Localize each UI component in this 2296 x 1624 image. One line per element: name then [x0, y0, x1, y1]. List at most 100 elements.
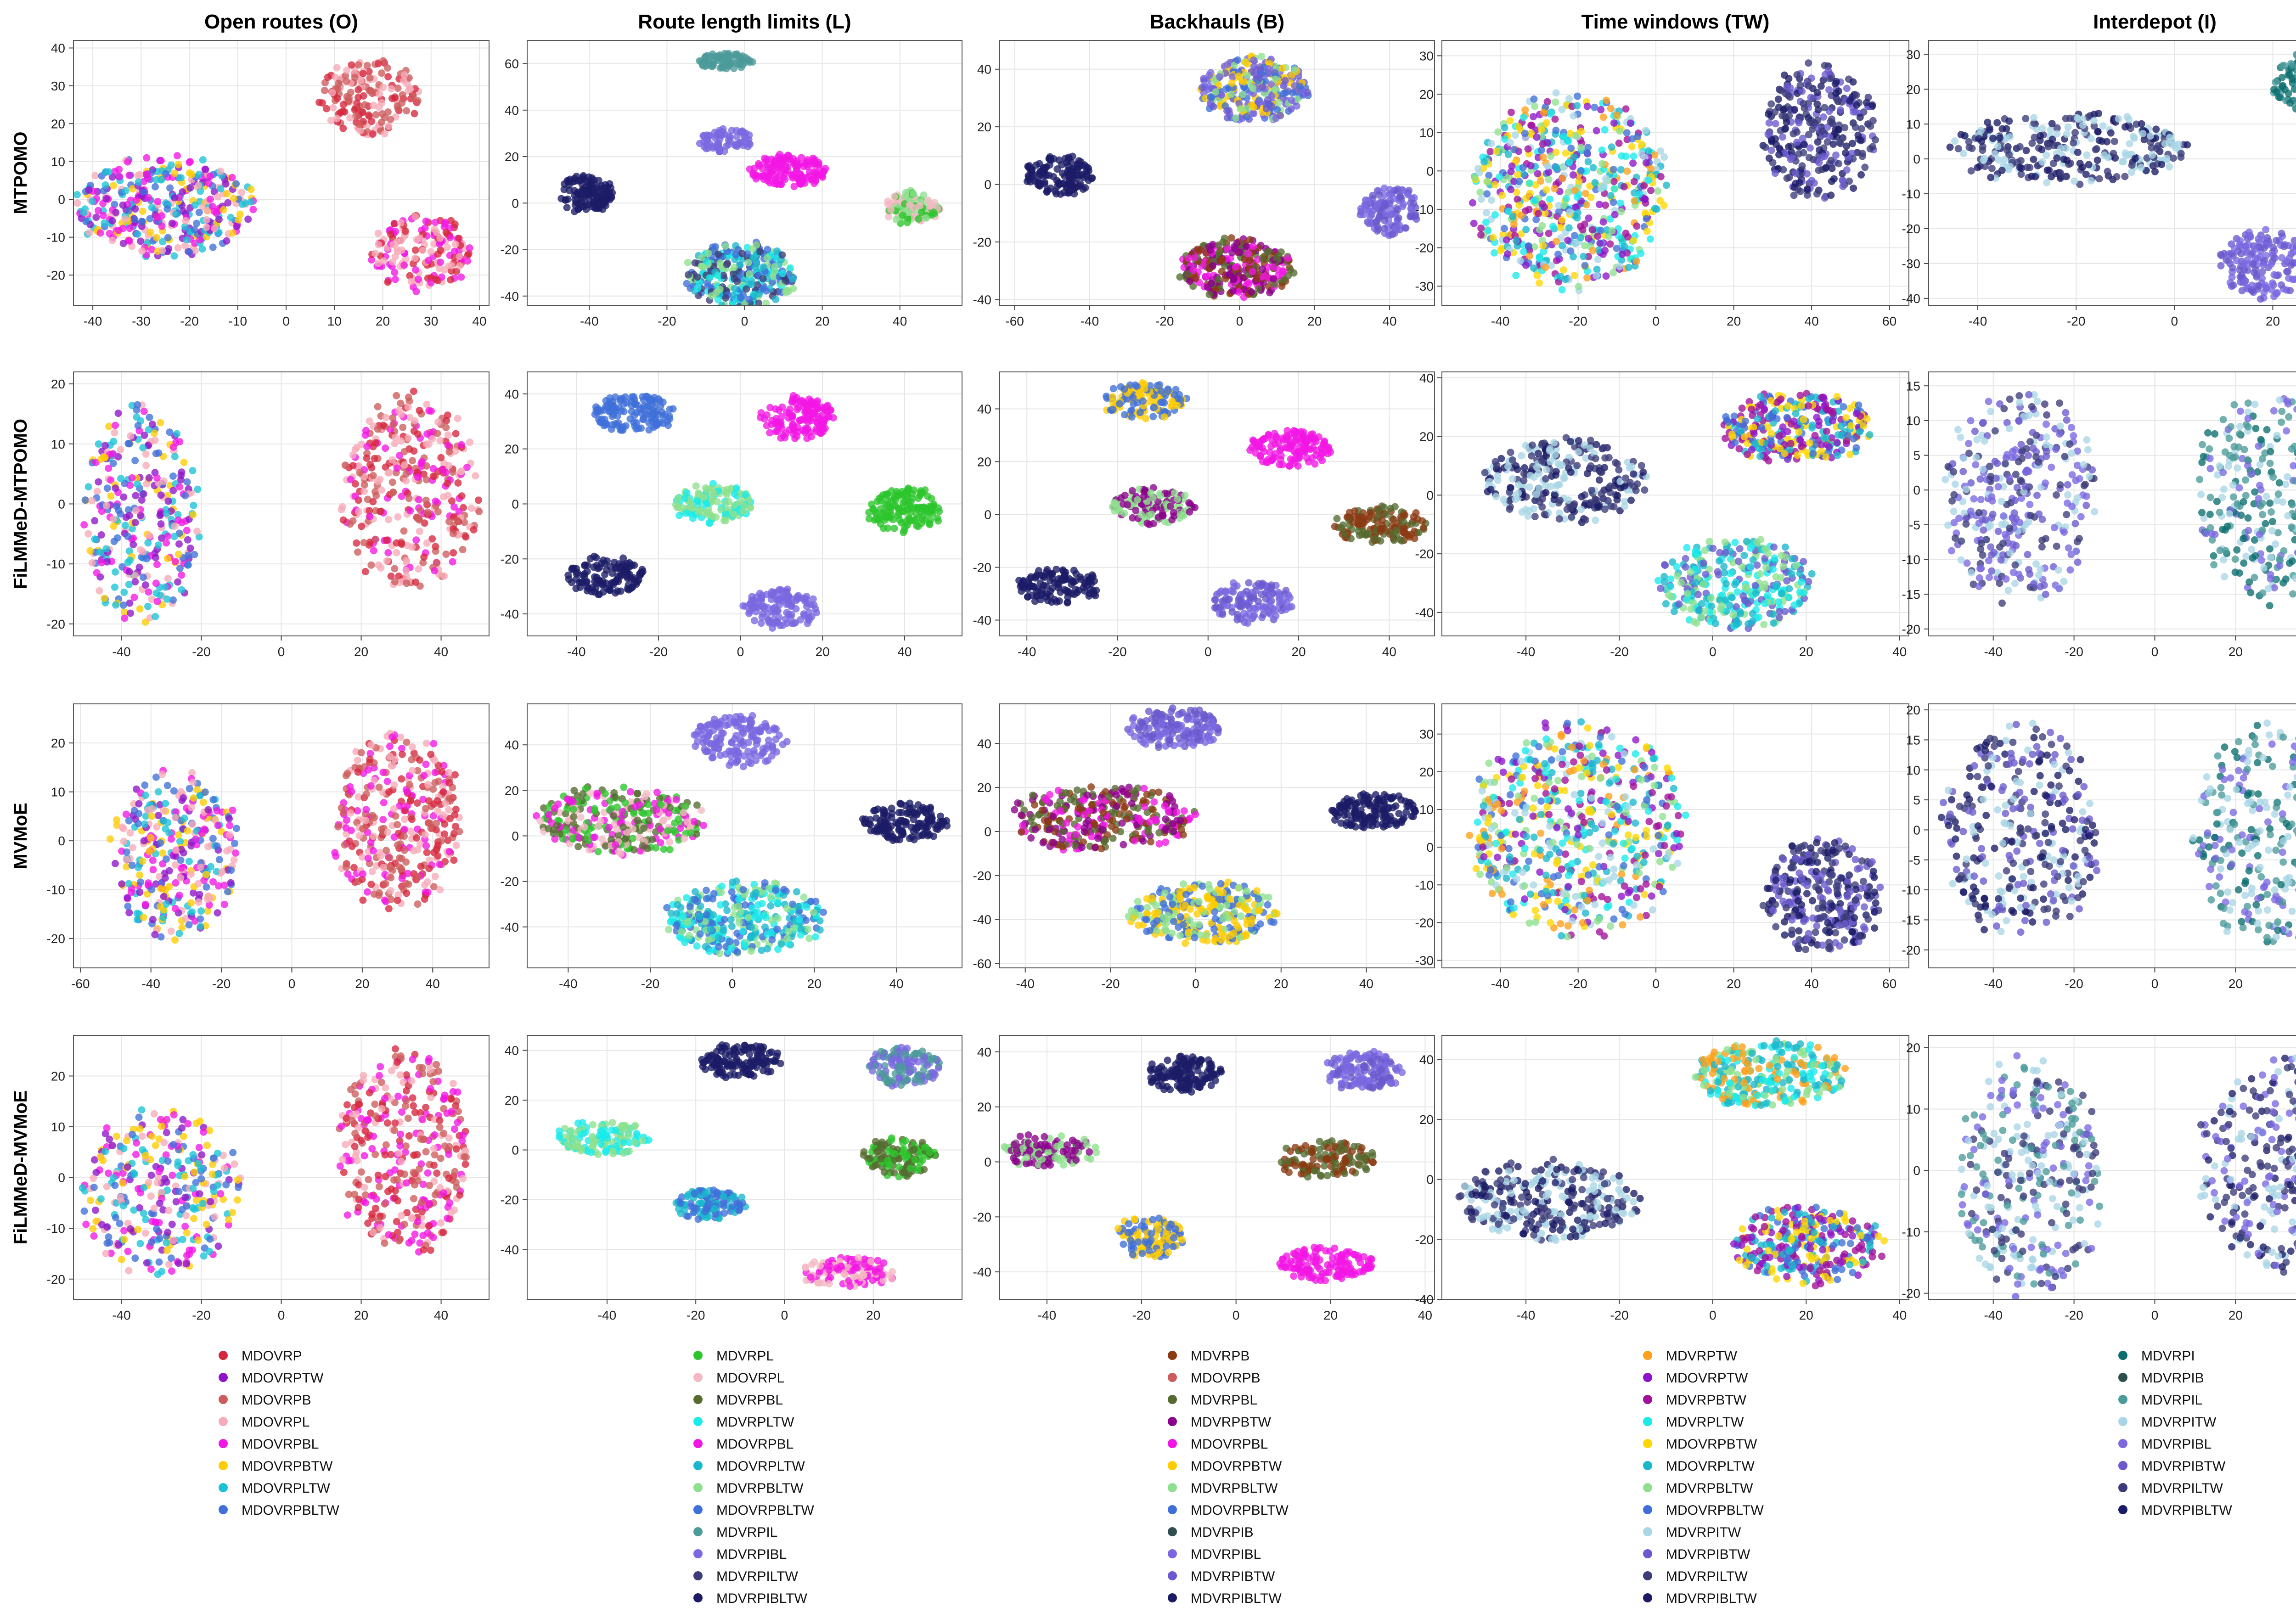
- data-point: [2220, 250, 2228, 258]
- data-point: [1185, 254, 1193, 262]
- data-point: [219, 206, 227, 214]
- data-point: [411, 110, 418, 118]
- data-point: [1625, 264, 1632, 271]
- data-point: [444, 492, 452, 500]
- data-point: [1577, 144, 1585, 152]
- data-point: [1250, 56, 1258, 64]
- data-point: [128, 402, 136, 410]
- data-point: [1784, 143, 1792, 151]
- data-point: [1043, 188, 1051, 196]
- data-point: [1854, 131, 1862, 139]
- data-point: [732, 51, 740, 59]
- data-point: [215, 216, 223, 224]
- data-point: [438, 273, 445, 281]
- data-point: [1656, 197, 1664, 204]
- data-point: [121, 215, 129, 223]
- y-tick-label: 0: [58, 192, 65, 207]
- data-point: [433, 229, 440, 236]
- data-point: [1243, 113, 1251, 121]
- data-point: [1559, 266, 1567, 274]
- data-point: [1536, 226, 1543, 234]
- data-point: [247, 198, 255, 206]
- data-point: [1539, 242, 1547, 250]
- data-point: [608, 425, 615, 433]
- data-point: [1293, 96, 1301, 103]
- data-point: [183, 527, 191, 534]
- data-point: [365, 112, 373, 120]
- data-point: [383, 536, 390, 544]
- data-point: [915, 215, 923, 223]
- data-point: [1570, 112, 1577, 120]
- data-point: [168, 219, 176, 227]
- data-point: [141, 618, 149, 626]
- data-point: [132, 196, 140, 204]
- data-point: [1223, 114, 1231, 122]
- data-point: [1825, 86, 1833, 94]
- x-tick-label: 40: [472, 314, 486, 328]
- data-point: [433, 429, 441, 437]
- data-point: [1524, 145, 1532, 153]
- data-point: [369, 443, 377, 450]
- data-point: [1532, 181, 1540, 189]
- data-point: [193, 528, 201, 535]
- data-point: [1841, 149, 1849, 157]
- data-point: [703, 141, 711, 149]
- data-point: [249, 206, 257, 214]
- data-point: [131, 578, 139, 586]
- data-point: [2246, 231, 2254, 239]
- data-point: [1599, 218, 1607, 226]
- x-tick-label: -20: [1155, 314, 1174, 328]
- data-point: [1577, 167, 1585, 174]
- data-point: [125, 547, 133, 555]
- data-point: [1551, 115, 1559, 123]
- data-point: [1233, 239, 1241, 247]
- data-point: [448, 262, 456, 270]
- x-tick-label: 0: [2171, 314, 2178, 328]
- data-point: [2285, 90, 2292, 97]
- data-point: [769, 278, 777, 286]
- data-point: [1595, 246, 1603, 254]
- data-point: [1265, 282, 1272, 290]
- data-point: [2095, 136, 2103, 144]
- data-point: [428, 535, 436, 543]
- data-point: [716, 148, 724, 156]
- data-point: [366, 74, 374, 82]
- x-tick-label: -20: [2067, 314, 2085, 328]
- data-point: [346, 114, 354, 122]
- data-point: [2104, 168, 2111, 175]
- data-point: [110, 538, 118, 545]
- data-point: [184, 561, 191, 569]
- data-point: [1790, 130, 1797, 138]
- data-point: [173, 152, 181, 160]
- data-point: [1541, 209, 1549, 217]
- data-point: [2280, 242, 2288, 250]
- data-point: [816, 171, 824, 179]
- data-point: [2261, 281, 2269, 289]
- data-point: [694, 284, 702, 292]
- data-point: [1767, 146, 1775, 154]
- data-point: [112, 208, 120, 216]
- y-tick-label: 10: [51, 437, 65, 451]
- data-point: [1843, 84, 1851, 92]
- y-tick-label: -20: [1902, 222, 1920, 236]
- data-point: [1623, 129, 1631, 137]
- data-point: [1577, 234, 1585, 242]
- data-point: [148, 421, 156, 428]
- data-point: [775, 164, 782, 172]
- data-point: [351, 73, 359, 81]
- y-tick-label: 20: [51, 117, 65, 131]
- data-point: [2048, 173, 2055, 180]
- data-point: [170, 533, 178, 540]
- data-point: [92, 214, 100, 221]
- data-point: [1593, 272, 1600, 280]
- data-point: [2028, 139, 2036, 147]
- data-point: [705, 132, 713, 140]
- data-point: [701, 62, 709, 70]
- data-point: [203, 216, 210, 224]
- data-point: [1514, 171, 1522, 179]
- x-tick-label: 40: [897, 645, 912, 659]
- data-point: [429, 472, 437, 480]
- data-point: [1642, 209, 1649, 217]
- data-point: [171, 557, 179, 565]
- data-point: [1959, 150, 1967, 157]
